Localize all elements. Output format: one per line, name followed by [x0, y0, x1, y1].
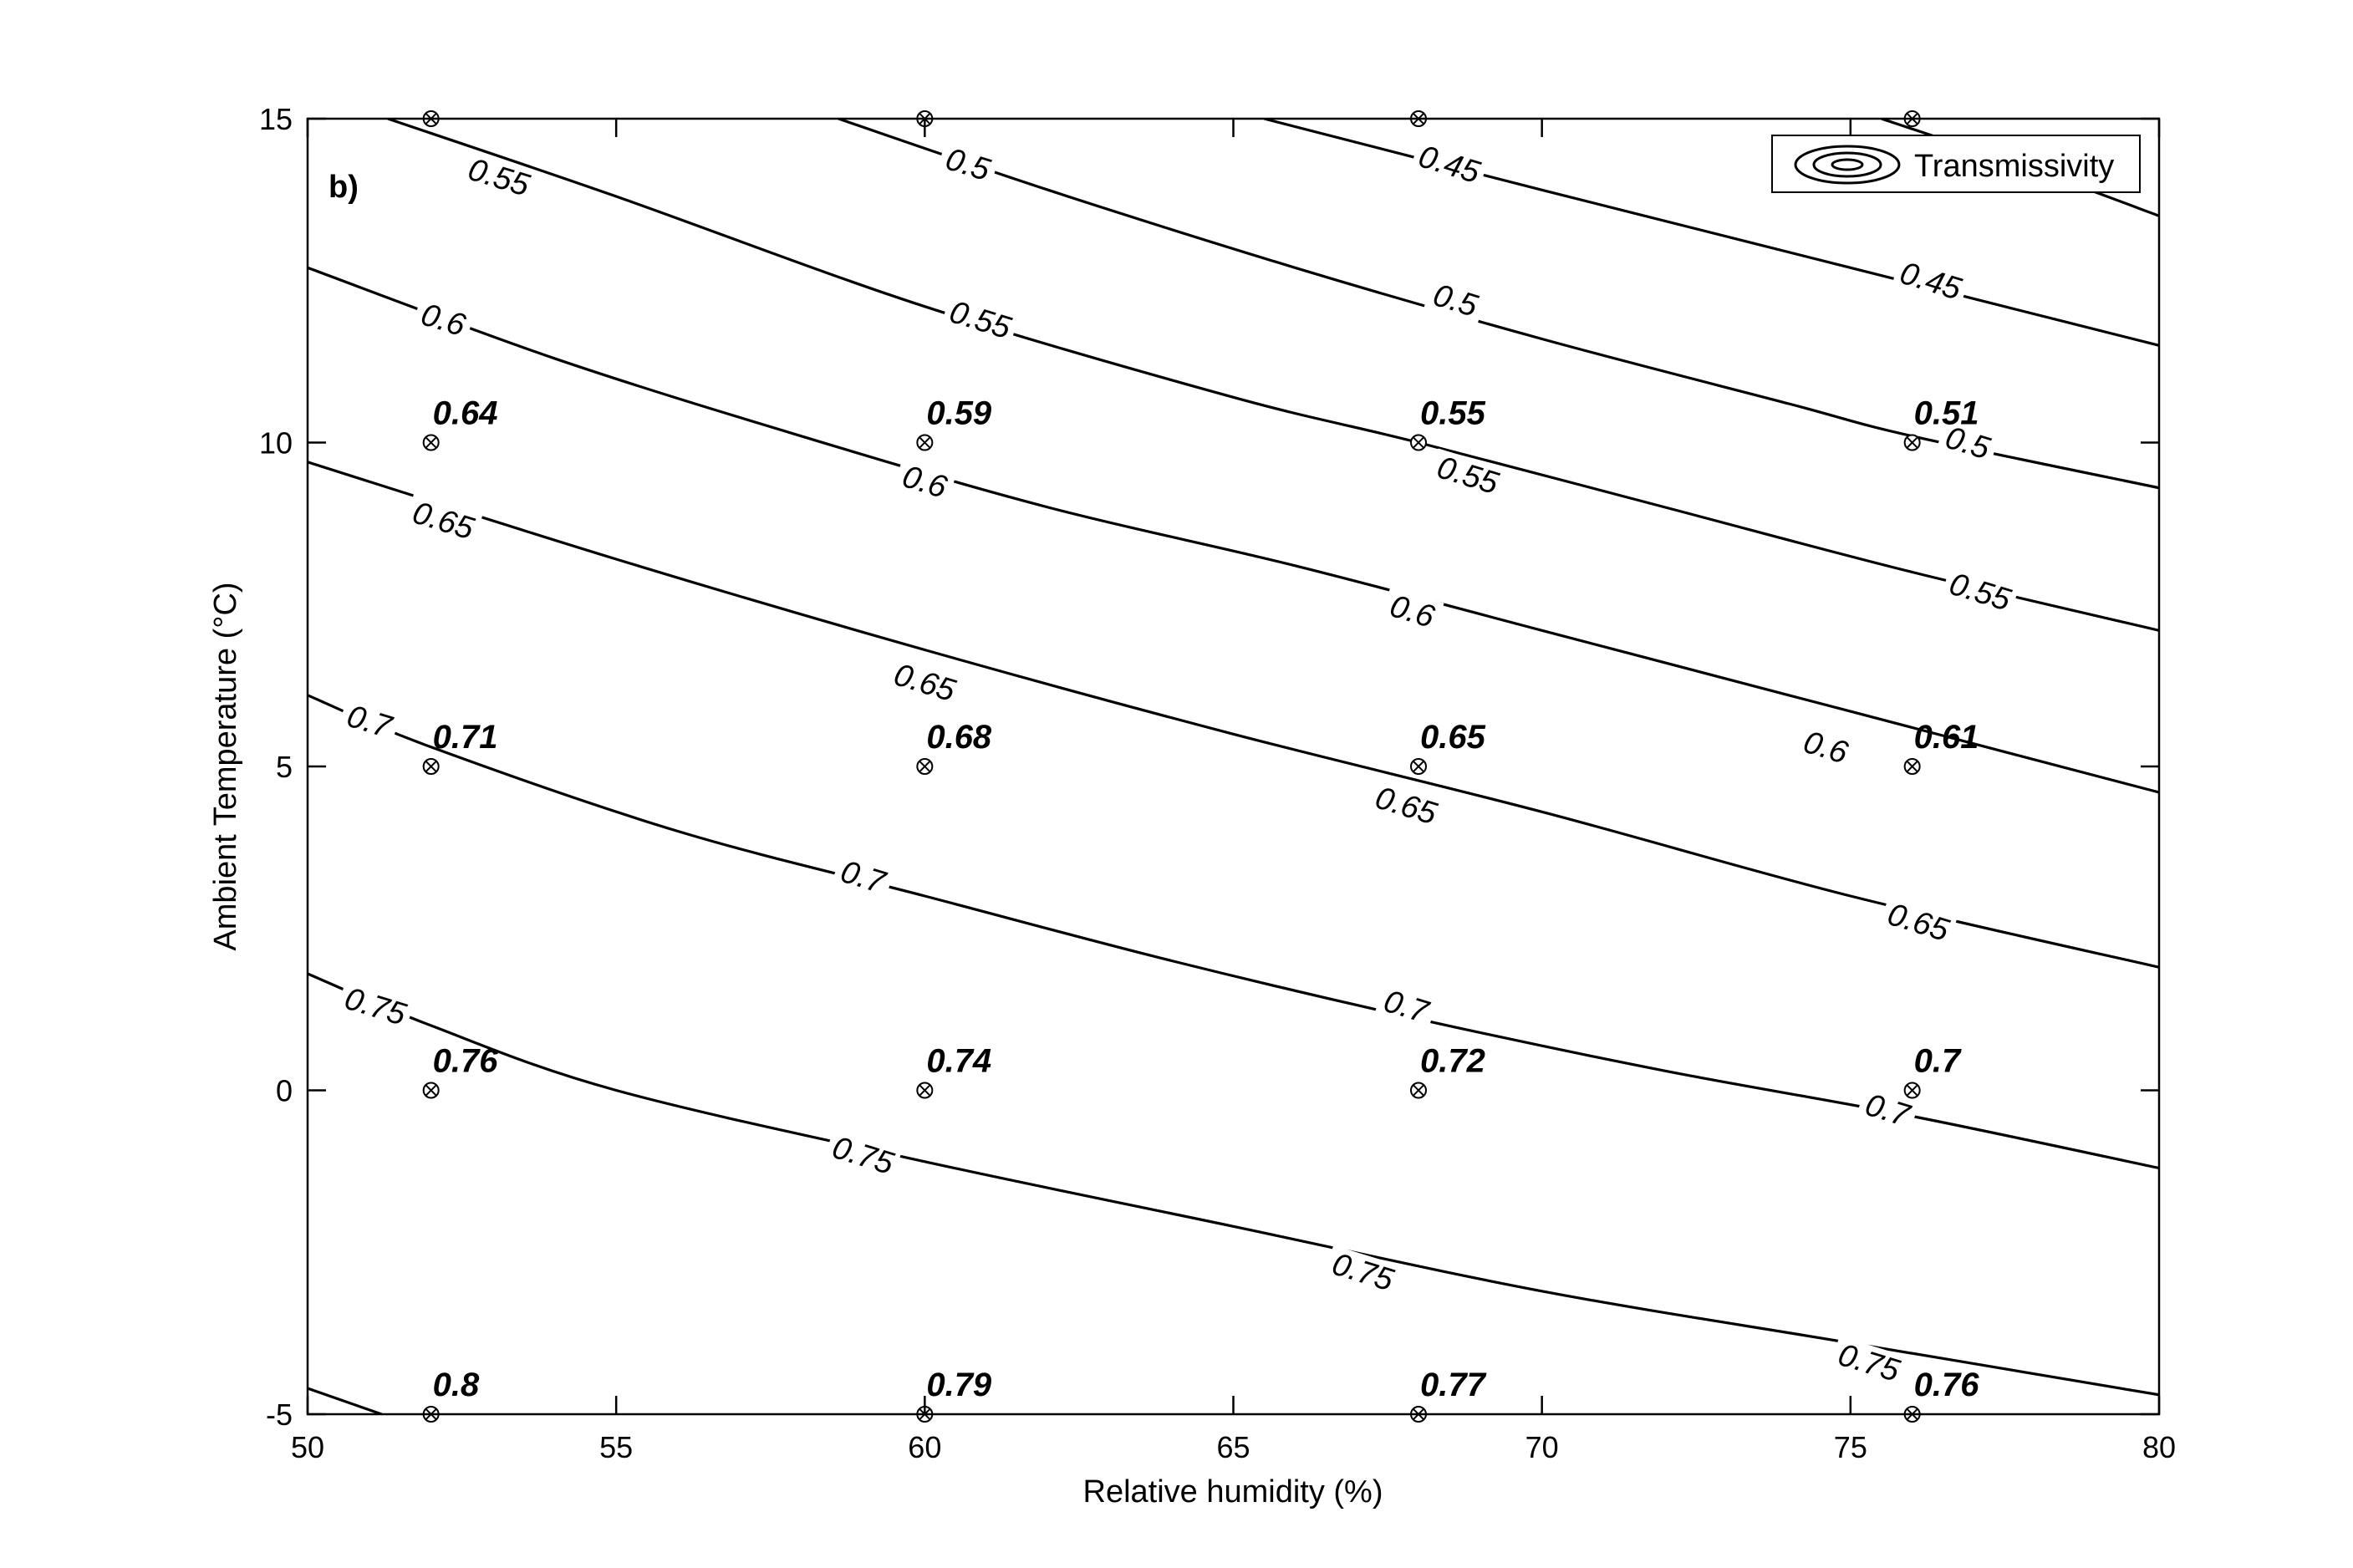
- contour-lines: [308, 119, 2159, 1414]
- contour-label-bg: [1429, 448, 1508, 501]
- sample-point-label: 0.76: [1914, 1367, 1980, 1403]
- contour-line-0.7: [308, 694, 2159, 1170]
- x-tick-label: 50: [291, 1430, 324, 1464]
- contour-label-bg: [1409, 137, 1489, 191]
- contour-label-bg: [823, 1128, 903, 1182]
- sample-point-label: 0.72: [1420, 1043, 1485, 1080]
- y-tick-label: 0: [276, 1074, 293, 1108]
- sample-point-label: 0.77: [1420, 1367, 1487, 1403]
- sample-point-label: 0.74: [926, 1043, 991, 1080]
- contour-label-bg: [1940, 565, 2019, 619]
- contour-label-bg: [1380, 587, 1444, 635]
- contour-label-bg: [1856, 1085, 1920, 1134]
- contour-label-bg: [893, 457, 957, 506]
- contour-legend-icon: [1794, 145, 1901, 185]
- sample-point-label: 0.71: [433, 719, 498, 756]
- x-tick-label: 60: [908, 1430, 941, 1464]
- sample-point-marker: [422, 434, 440, 451]
- sample-point-marker: [1410, 758, 1427, 775]
- contour-label-bg: [1794, 722, 1858, 771]
- sample-point-marker: [916, 434, 934, 451]
- y-axis-label: Ambient Temperature (°C): [208, 582, 243, 950]
- x-tick-label: 75: [1834, 1430, 1867, 1464]
- contour-label-bg: [459, 150, 538, 204]
- sample-point-label: 0.64: [433, 395, 498, 432]
- sample-point-label: 0.8: [433, 1367, 480, 1403]
- sample-point-label: 0.79: [926, 1367, 992, 1403]
- legend-entry-transmissivity: Transmissivity: [1914, 149, 2114, 184]
- sample-point-label: 0.59: [926, 395, 992, 432]
- sample-point-marker: [916, 1082, 934, 1099]
- contour-label-bg: [831, 852, 895, 901]
- sample-point-marker: [422, 1082, 440, 1099]
- contour-label-bg: [936, 140, 1000, 189]
- axis-tick-labels: 50 55 60 65 70 75 80 -5 0 5 10 15: [259, 102, 2176, 1464]
- sample-point-label: 0.76: [433, 1043, 499, 1080]
- contour-label-bg: [1891, 254, 1970, 308]
- sample-point-marker: [1903, 1082, 1921, 1099]
- sample-point-marker: [1903, 434, 1921, 451]
- contour-label-bg: [1830, 1336, 1908, 1389]
- sample-point-marker: [1410, 434, 1427, 451]
- sample-point-marker: [1903, 758, 1921, 775]
- contour-label-bg: [404, 493, 483, 547]
- contour-label-bg: [1374, 981, 1439, 1031]
- plot-background: [308, 119, 2159, 1414]
- contour-label-bg: [1936, 418, 2000, 467]
- contour-line-0.55: [387, 119, 2159, 632]
- contour-label-bg: [1323, 1245, 1403, 1299]
- contour-line-0.75: [308, 972, 2159, 1397]
- sample-point-marker: [1410, 1082, 1427, 1099]
- x-tick-label: 55: [599, 1430, 633, 1464]
- sample-point-label: 0.65: [1420, 719, 1486, 756]
- contour-labels: 0.55 0.5 0.450.55 0.5 0.450.60.6 0.550.50.650…: [336, 137, 2019, 1389]
- sample-point-label: 0.51: [1914, 395, 1979, 432]
- x-tick-label: 70: [1525, 1430, 1559, 1464]
- contour-label-bg: [1424, 276, 1488, 324]
- contour-line-0.8: [308, 1387, 383, 1414]
- contour-line-0.45: [1264, 119, 2159, 347]
- sample-point-labels: 0.64 0.59 0.55 0.51 0.71 0.68 0.65 0.61 0.76 0.74…: [433, 395, 1980, 1404]
- legend: Transmissivity: [1771, 135, 2141, 193]
- contour-label-bg: [411, 295, 476, 344]
- x-tick-label: 80: [2142, 1430, 2176, 1464]
- x-tick-label: 65: [1216, 1430, 1250, 1464]
- contour-label-bg: [940, 293, 1020, 346]
- y-tick-label: -5: [266, 1397, 293, 1432]
- y-tick-label: 15: [259, 102, 293, 136]
- axis-ticks: [306, 117, 2161, 1416]
- contour-label-bg: [1367, 778, 1446, 832]
- y-tick-label: 10: [259, 426, 293, 461]
- y-tick-label: 5: [276, 750, 293, 784]
- sample-point-label: 0.55: [1420, 395, 1486, 432]
- contour-label-bg: [336, 980, 415, 1033]
- contour-line-0.65: [308, 461, 2159, 969]
- sample-point-marker: [916, 758, 934, 775]
- contour-label-bg: [1879, 895, 1958, 949]
- sample-point-marker: [422, 758, 440, 775]
- sample-point-label: 0.61: [1914, 719, 1979, 756]
- panel-label: b): [329, 170, 359, 205]
- x-axis-label: Relative humidity (%): [1083, 1474, 1383, 1509]
- contour-line-0.6: [308, 266, 2159, 794]
- sample-point-label: 0.7: [1914, 1043, 1962, 1080]
- contour-label-bg: [337, 696, 401, 746]
- contour-label-bg: [885, 655, 965, 709]
- sample-point-label: 0.68: [926, 719, 992, 756]
